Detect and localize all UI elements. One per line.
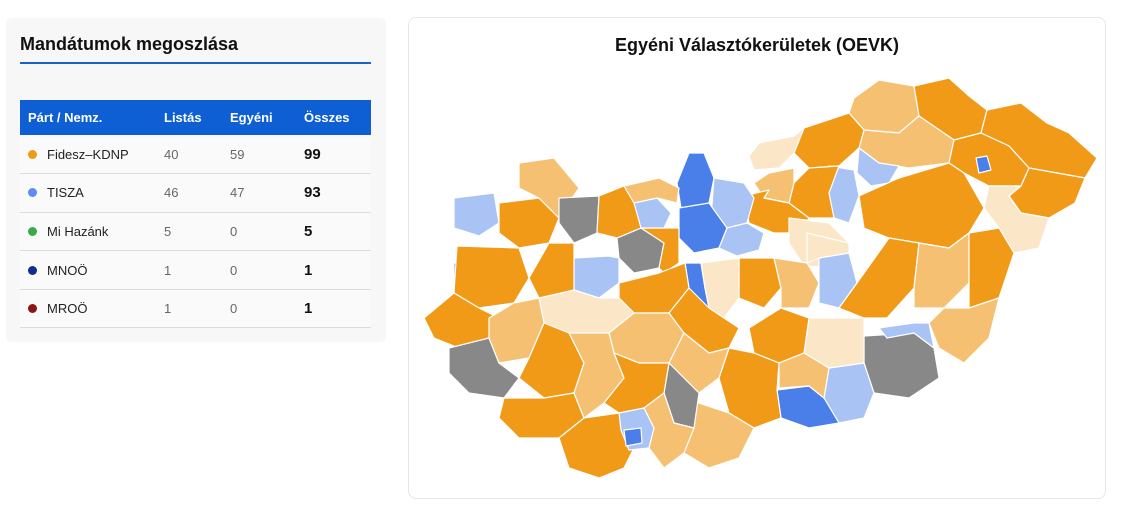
district-region[interactable] <box>928 297 1000 364</box>
district-region[interactable] <box>913 232 970 309</box>
individual-seats: 0 <box>230 262 238 278</box>
district-region[interactable] <box>558 412 640 479</box>
header-party[interactable]: Párt / Nemz. <box>28 110 103 125</box>
party-color-dot <box>28 265 37 275</box>
party-name: MROÖ <box>47 301 88 317</box>
district-region[interactable] <box>878 322 935 349</box>
district-region[interactable] <box>623 427 643 447</box>
hungary-district-map[interactable] <box>409 18 1105 498</box>
party-name: Fidesz–KDNP <box>47 146 129 162</box>
party-color-dot <box>28 304 37 314</box>
party-name: Mi Hazánk <box>47 223 109 239</box>
district-region[interactable] <box>778 352 830 399</box>
individual-seats: 59 <box>230 146 245 162</box>
party-cell: Fidesz–KDNP <box>20 135 164 174</box>
table-row[interactable]: TISZA 46 47 93 <box>20 173 371 213</box>
list-seats: 5 <box>164 223 172 239</box>
title-underline <box>20 62 371 64</box>
header-individual[interactable]: Egyéni <box>230 110 273 125</box>
total-seats: 5 <box>304 222 313 240</box>
table-row[interactable]: Mi Hazánk 5 0 5 <box>20 212 371 251</box>
total-seats: 99 <box>304 145 321 163</box>
table-row[interactable]: Fidesz–KDNP 40 59 99 <box>20 135 371 174</box>
header-total[interactable]: Összes <box>304 110 350 125</box>
district-region[interactable] <box>453 245 530 309</box>
table-row[interactable]: MNOÖ 1 0 1 <box>20 250 371 290</box>
party-cell: MROÖ <box>20 289 164 328</box>
district-region[interactable] <box>528 242 575 299</box>
district-map-panel: Egyéni Választókerületek (OEVK) <box>408 17 1106 499</box>
district-region[interactable] <box>623 177 680 204</box>
seat-distribution-panel: Mandátumok megoszlása Párt / Nemz. Listá… <box>6 18 386 342</box>
table-header-row: Párt / Nemz. Listás Egyéni Összes <box>20 100 371 135</box>
seat-distribution-title: Mandátumok megoszlása <box>20 34 239 54</box>
list-seats: 1 <box>164 301 172 317</box>
total-seats: 93 <box>304 184 321 202</box>
district-region[interactable] <box>983 185 1050 254</box>
list-seats: 1 <box>164 262 172 278</box>
district-region[interactable] <box>643 392 695 469</box>
district-region[interactable] <box>558 195 600 244</box>
seat-distribution-table: Párt / Nemz. Listás Egyéni Összes Fidesz… <box>20 100 371 329</box>
party-cell: Mi Hazánk <box>20 212 164 251</box>
district-region[interactable] <box>806 232 850 264</box>
party-color-dot <box>28 226 37 236</box>
district-region[interactable] <box>838 237 920 319</box>
party-name: TISZA <box>47 185 84 201</box>
party-cell: TISZA <box>20 174 164 213</box>
party-color-dot <box>28 188 37 198</box>
table-row[interactable]: MROÖ 1 0 1 <box>20 289 371 328</box>
district-region[interactable] <box>633 197 672 229</box>
party-cell: MNOÖ <box>20 251 164 290</box>
district-region[interactable] <box>975 155 992 174</box>
district-region[interactable] <box>748 127 805 171</box>
district-region[interactable] <box>793 112 865 169</box>
district-region[interactable] <box>738 257 782 309</box>
map-title: Egyéni Választókerületek (OEVK) <box>614 35 900 55</box>
individual-seats: 0 <box>230 223 238 239</box>
header-list[interactable]: Listás <box>164 110 202 125</box>
list-seats: 40 <box>164 146 179 162</box>
list-seats: 46 <box>164 185 179 201</box>
district-region[interactable] <box>718 222 765 257</box>
individual-seats: 47 <box>230 185 245 201</box>
district-region[interactable] <box>453 192 500 237</box>
total-seats: 1 <box>304 300 313 318</box>
party-name: MNOÖ <box>47 262 88 278</box>
party-color-dot <box>28 149 37 159</box>
district-region[interactable] <box>718 347 782 429</box>
total-seats: 1 <box>304 261 313 279</box>
individual-seats: 0 <box>230 301 238 317</box>
